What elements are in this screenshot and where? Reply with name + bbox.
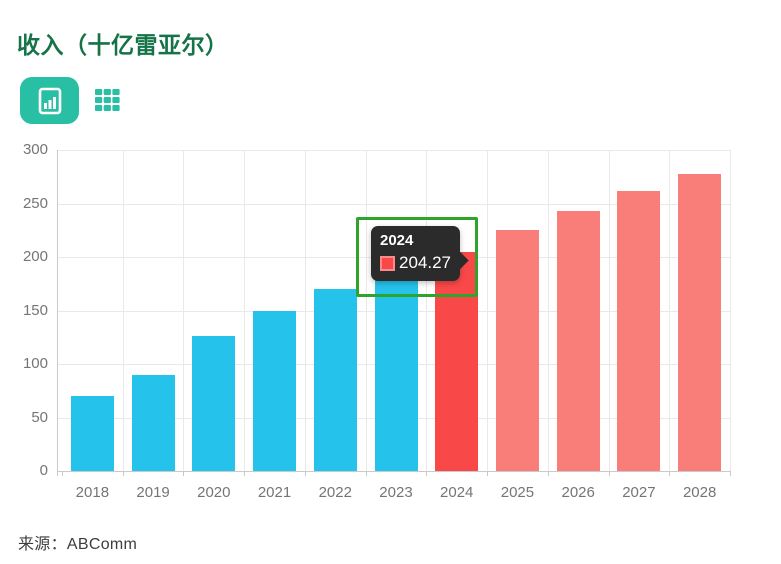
y-axis-tick-label: 300 — [22, 141, 48, 158]
gridline-horizontal — [57, 150, 730, 151]
x-axis-tick — [426, 471, 428, 476]
gridline-vertical — [183, 150, 185, 471]
y-axis-tick-label: 0 — [39, 462, 48, 479]
gridline-vertical — [608, 150, 610, 471]
x-axis-tick — [62, 471, 63, 476]
x-axis-label-2019: 2019 — [136, 484, 170, 501]
x-axis-label-2021: 2021 — [257, 484, 292, 501]
table-icon — [94, 89, 120, 112]
x-axis-tick — [487, 471, 489, 476]
y-axis-tick-label: 250 — [22, 194, 48, 212]
x-axis-label-2027: 2027 — [622, 484, 656, 501]
bar-2022[interactable] — [313, 289, 357, 471]
x-axis-tick — [669, 471, 671, 476]
gridline-vertical — [426, 150, 428, 471]
bar-2020[interactable] — [192, 336, 236, 471]
gridline-vertical — [365, 150, 367, 471]
x-axis-label-2023: 2023 — [379, 484, 413, 501]
bar-2028[interactable] — [678, 173, 722, 471]
gridline-vertical — [244, 150, 246, 471]
x-axis-label-2020: 2020 — [197, 484, 231, 501]
x-axis-label-2024: 2024 — [440, 484, 474, 501]
x-axis-tick — [547, 471, 549, 476]
x-axis-label-2026: 2026 — [561, 484, 595, 501]
tooltip-value: 204.27 — [399, 253, 451, 272]
table-view-button[interactable] — [88, 84, 126, 117]
gridline-vertical — [669, 150, 671, 471]
x-axis-tick — [730, 471, 731, 476]
bar-2018[interactable] — [70, 396, 114, 471]
y-axis-tick-label: 150 — [22, 301, 48, 319]
tooltip-series-swatch — [380, 255, 395, 271]
x-axis-tick — [183, 471, 185, 476]
y-axis-tick-label: 50 — [31, 408, 48, 426]
gridline-vertical — [487, 150, 489, 471]
x-axis-label-2025: 2025 — [500, 484, 535, 501]
bar-2019[interactable] — [131, 374, 175, 471]
gridline-vertical — [122, 150, 124, 471]
x-axis-tick — [365, 471, 367, 476]
x-axis-tick — [608, 471, 610, 476]
x-axis-line — [57, 471, 730, 472]
bar-2025[interactable] — [495, 230, 539, 471]
gridline-vertical — [304, 150, 306, 471]
y-axis-tick-label: 100 — [22, 355, 48, 372]
tooltip: 2024 204.27 — [371, 226, 469, 281]
gridline-vertical — [730, 150, 731, 471]
x-axis-tick — [304, 471, 306, 476]
bar-2021[interactable] — [253, 310, 297, 471]
bar-2027[interactable] — [617, 190, 661, 471]
page-title: 收入（十亿雷亚尔） — [17, 32, 229, 58]
x-axis-label-2028: 2028 — [682, 484, 717, 501]
y-axis-tick-label: 200 — [22, 248, 48, 265]
chart-view-button[interactable] — [20, 77, 79, 124]
gridline-horizontal — [57, 203, 730, 205]
x-axis-tick — [244, 471, 246, 476]
x-axis-tick — [122, 471, 124, 476]
source-caption: 来源：ABComm — [18, 536, 138, 553]
bar-2023[interactable] — [374, 271, 418, 471]
tooltip-category: 2024 — [380, 232, 414, 249]
gridline-vertical — [547, 150, 549, 471]
y-axis-line — [57, 150, 58, 476]
x-axis-label-2018: 2018 — [75, 484, 110, 501]
bar-chart-icon — [38, 87, 62, 115]
bar-2024[interactable] — [435, 252, 479, 471]
x-axis-label-2022: 2022 — [318, 484, 352, 501]
bar-2026[interactable] — [556, 210, 600, 471]
